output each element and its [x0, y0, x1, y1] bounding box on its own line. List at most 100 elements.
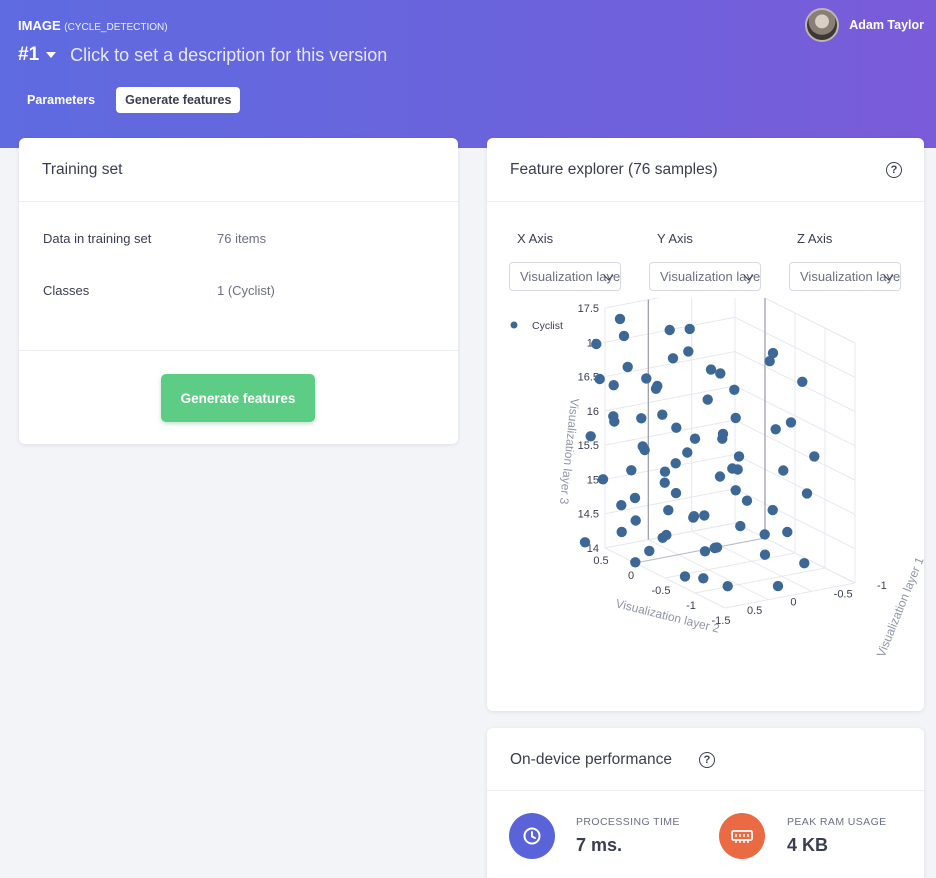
feature-scatter-plot[interactable]: Cyclist 1414.51515.51616.51717.50.50-0.5… [487, 298, 924, 708]
data-point[interactable] [679, 571, 691, 582]
data-point[interactable] [741, 495, 753, 506]
data-point[interactable] [714, 471, 726, 482]
data-point[interactable] [715, 368, 726, 379]
user-menu[interactable]: Adam Taylor [805, 8, 924, 42]
data-point[interactable] [722, 581, 733, 592]
tick-label: -1 [877, 580, 887, 592]
data-point[interactable] [705, 364, 717, 375]
data-point[interactable] [630, 515, 641, 526]
data-point[interactable] [732, 464, 743, 475]
header: IMAGE (CYCLE_DETECTION) #1 Click to set … [0, 0, 936, 148]
data-point[interactable] [608, 380, 619, 391]
data-point[interactable] [616, 526, 627, 538]
data-point[interactable] [622, 361, 633, 373]
data-point[interactable] [657, 409, 668, 420]
data-point[interactable] [597, 474, 609, 485]
data-point[interactable] [764, 356, 775, 367]
data-point[interactable] [699, 546, 711, 557]
feature-explorer-card: Feature explorer (76 samples) ? X Axis Y… [487, 138, 924, 711]
data-point[interactable] [772, 580, 784, 592]
data-point[interactable] [670, 458, 681, 469]
y-axis-select[interactable]: Visualization layer 2 [649, 262, 761, 291]
data-point[interactable] [636, 413, 647, 424]
data-point[interactable] [650, 383, 662, 394]
question-circle-icon[interactable]: ? [699, 752, 715, 768]
feature-explorer-title: Feature explorer (76 samples) [510, 161, 718, 178]
data-point[interactable] [778, 465, 789, 476]
data-point[interactable] [799, 558, 810, 569]
data-point[interactable] [730, 485, 741, 496]
data-point[interactable] [670, 487, 682, 499]
data-point[interactable] [671, 422, 682, 433]
z-axis-select-value: Visualization layer 3 [800, 269, 901, 284]
data-point[interactable] [733, 451, 745, 462]
data-point[interactable] [730, 412, 741, 424]
z-axis-select[interactable]: Visualization layer 3 [789, 262, 901, 291]
processing-time-value: 7 ms. [576, 835, 623, 855]
data-point[interactable] [809, 451, 820, 462]
tab-generate-features[interactable]: Generate features [116, 87, 241, 113]
data-point[interactable] [767, 504, 778, 516]
data-point[interactable] [579, 537, 591, 548]
classes-label: Classes [43, 283, 90, 298]
data-point[interactable] [698, 573, 709, 584]
generate-features-button[interactable]: Generate features [161, 374, 315, 422]
data-point[interactable] [664, 324, 675, 336]
data-point[interactable] [591, 338, 602, 350]
data-points [579, 313, 820, 592]
tab-parameters[interactable]: Parameters [27, 93, 96, 107]
caret-down-icon[interactable] [46, 52, 57, 58]
x-axis-title: Visualization layer 1 [874, 555, 924, 659]
question-circle-icon[interactable]: ? [886, 162, 902, 178]
data-point[interactable] [711, 542, 723, 553]
data-point[interactable] [616, 500, 627, 511]
user-name[interactable]: Adam Taylor [849, 18, 924, 32]
x-axis-select[interactable]: Visualization layer 1 [509, 262, 621, 291]
data-point[interactable] [759, 549, 771, 560]
avatar[interactable] [805, 8, 840, 42]
data-point[interactable] [663, 505, 674, 516]
data-point[interactable] [667, 353, 679, 364]
data-point[interactable] [641, 373, 652, 384]
data-point[interactable] [729, 384, 740, 395]
data-point[interactable] [767, 347, 779, 359]
data-point[interactable] [782, 526, 793, 538]
data-point[interactable] [629, 492, 641, 504]
axis-ticks: 1414.51515.51616.51717.50.50-0.5-1-1.50.… [578, 303, 887, 627]
data-point[interactable] [759, 529, 770, 540]
data-point[interactable] [699, 510, 710, 521]
data-point[interactable] [702, 394, 713, 405]
data-point[interactable] [770, 424, 781, 435]
legend[interactable]: Cyclist [510, 320, 563, 332]
data-point[interactable] [609, 416, 620, 427]
data-point[interactable] [735, 520, 746, 532]
data-point[interactable] [689, 433, 701, 444]
data-point[interactable] [626, 465, 637, 476]
data-point[interactable] [659, 466, 671, 477]
data-point[interactable] [630, 557, 641, 568]
divider [19, 350, 458, 351]
data-point[interactable] [661, 529, 672, 541]
version-selector[interactable]: #1 [18, 44, 40, 65]
data-point[interactable] [618, 330, 630, 342]
data-point[interactable] [717, 433, 728, 444]
performance-title: On-device performance [510, 751, 672, 768]
peak-ram-value: 4 KB [787, 835, 829, 855]
data-point[interactable] [801, 488, 813, 499]
data-point[interactable] [682, 447, 693, 458]
data-point[interactable] [644, 545, 655, 557]
data-point[interactable] [797, 376, 808, 387]
data-point[interactable] [688, 512, 699, 523]
data-point[interactable] [639, 444, 650, 456]
grid-line [604, 351, 736, 378]
version-description[interactable]: Click to set a description for this vers… [70, 44, 388, 65]
data-point[interactable] [683, 346, 694, 357]
data-point[interactable] [785, 417, 797, 428]
data-point[interactable] [594, 373, 605, 385]
data-point[interactable] [585, 431, 596, 442]
data-point[interactable] [684, 323, 695, 335]
y-axis-title: Visualization layer 2 [614, 596, 721, 635]
data-point[interactable] [659, 477, 670, 488]
data-point[interactable] [614, 313, 626, 325]
tick-label: 15.5 [578, 440, 599, 452]
